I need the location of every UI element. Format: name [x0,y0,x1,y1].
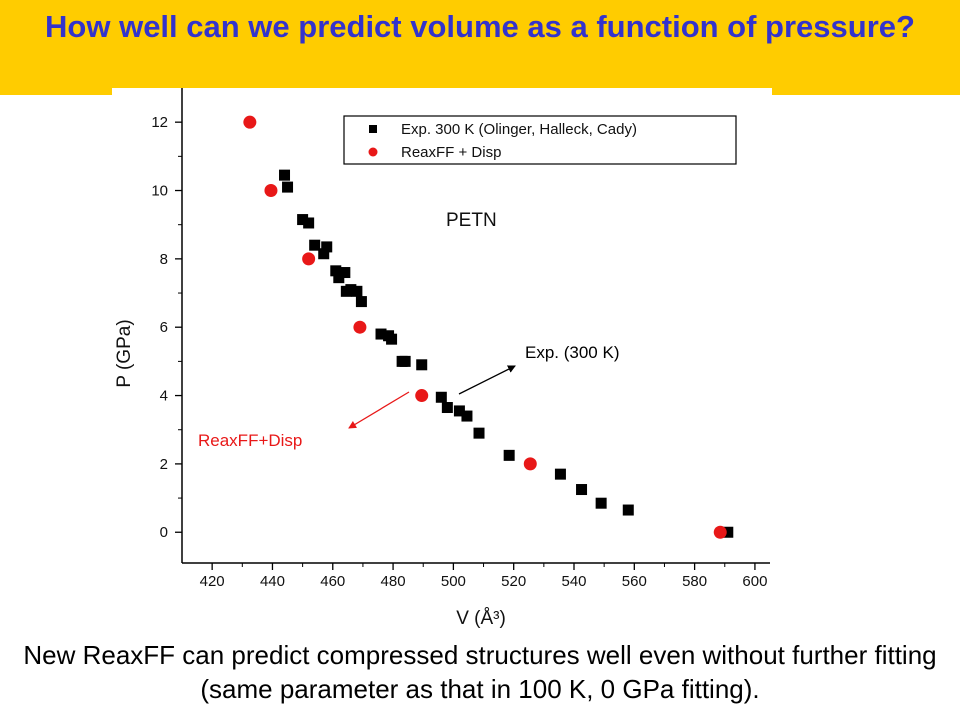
exp-data-point [435,391,447,403]
legend-marker-reaxff [368,147,378,157]
reaxff-data-point [264,184,278,198]
title-bar [0,0,960,95]
exp-data-point [576,484,588,496]
exp-data-point [303,217,315,229]
exp-data-point [595,497,607,509]
exp-data-point [355,296,367,308]
reaxff-data-point [302,252,316,266]
y-tick-label: 4 [160,388,168,405]
petn-label: PETN [446,210,497,231]
reaxff-data-point [353,320,367,334]
exp-data-point [375,328,387,340]
slide-title: How well can we predict volume as a func… [45,9,915,44]
exp-data-point [351,285,363,297]
x-tick-label: 460 [320,573,345,590]
exp-data-point [309,239,321,251]
legend-label-reaxff: ReaxFF + Disp [401,144,501,161]
y-tick-label: 6 [160,319,168,336]
exp-data-point [297,214,309,226]
reaxff-annotation-arrow [348,391,410,429]
reaxff-annotation-label: ReaxFF+Disp [198,431,302,450]
legend-box [343,115,737,165]
exp-data-point [345,284,357,296]
footer-caption: New ReaxFF can predict compressed struct… [23,640,937,704]
exp-data-point [722,526,734,538]
exp-data-point [554,468,566,480]
x-tick-label: 600 [742,573,767,590]
exp-data-point [386,333,398,345]
y-tick-label: 2 [160,456,168,473]
x-axis-title: V (Å³) [456,608,506,629]
x-tick-label: 480 [381,573,406,590]
reaxff-data-point [523,457,537,471]
exp-annotation-arrow [458,365,516,395]
x-tick-label: 440 [260,573,285,590]
x-tick-label: 560 [622,573,647,590]
reaxff-data-point [243,115,257,129]
exp-data-point [622,504,634,516]
x-tick-label: 520 [501,573,526,590]
exp-data-point [473,427,485,439]
pressure-volume-chart: 420 440 460 480 500 520 540 560 580 600 0 2 4 6 8 10 12 V… [114,88,770,629]
y-tick-label: 0 [160,524,168,541]
exp-data-point [503,449,515,461]
y-tick-label: 8 [160,251,168,268]
exp-data-point [333,272,345,284]
x-tick-label: 540 [561,573,586,590]
exp-data-point [399,355,411,367]
exp-data-point [339,267,351,279]
exp-data-point [279,169,291,181]
reaxff-data-point [415,389,429,403]
chart-area: 420 440 460 480 500 520 540 560 580 600 0 2 4 6 8 10 12 V… [112,88,772,633]
x-tick-label: 420 [200,573,225,590]
exp-data-point [453,405,465,417]
exp-data-point [461,410,473,422]
y-axis-title: P (GPa) [114,319,135,387]
exp-data-point [416,359,428,371]
exp-data-point [441,402,453,414]
exp-data-point [282,181,294,193]
exp-data-point [318,248,330,260]
reaxff-data-point [713,525,727,539]
exp-annotation-label: Exp. (300 K) [525,343,620,362]
exp-data-point [321,241,333,253]
y-tick-label: 10 [151,183,168,200]
exp-data-point [330,265,342,277]
legend-marker-exp [369,125,377,133]
x-tick-label: 500 [441,573,466,590]
legend-label-exp: Exp. 300 K (Olinger, Halleck, Cady) [401,121,637,138]
y-tick-label: 12 [151,114,168,131]
x-tick-label: 580 [682,573,707,590]
